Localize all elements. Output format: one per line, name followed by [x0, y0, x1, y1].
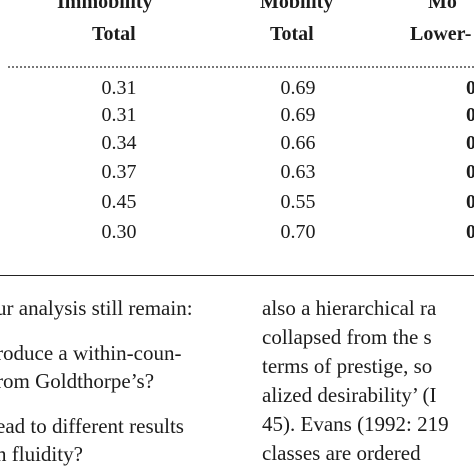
left-column-line: n fluidity? — [0, 442, 83, 466]
column-subheader-lower: Lower- — [410, 23, 472, 45]
column-header-mobility: Mobility — [260, 0, 334, 13]
edge-cell: 0 — [466, 161, 474, 183]
mobility-cell: 0.69 — [280, 77, 316, 99]
immobility-cell: 0.30 — [101, 221, 137, 243]
right-column-line: also a hierarchical ra — [262, 296, 437, 320]
header-divider — [8, 66, 474, 68]
immobility-cell: 0.37 — [101, 161, 137, 183]
column-header-immobility: Immobility — [57, 0, 153, 13]
right-column-line: 45). Evans (1992: 219 — [262, 412, 449, 436]
right-column-line: collapsed from the s — [262, 325, 432, 349]
mobility-cell: 0.55 — [280, 191, 316, 213]
left-column-line: roduce a within-coun- — [0, 341, 182, 365]
column-subheader-mobility-total: Total — [270, 23, 314, 45]
edge-cell: 0 — [466, 77, 474, 99]
edge-cell: 0 — [466, 132, 474, 154]
edge-cell: 0 — [466, 104, 474, 126]
immobility-cell: 0.34 — [101, 132, 137, 154]
edge-cell: 0 — [466, 191, 474, 213]
mobility-cell: 0.70 — [280, 221, 316, 243]
mobility-cell: 0.63 — [280, 161, 316, 183]
right-column-line: classes are ordered — [262, 441, 421, 465]
left-column-line: ur analysis still remain: — [0, 296, 193, 320]
immobility-cell: 0.45 — [101, 191, 137, 213]
edge-cell: 0 — [466, 221, 474, 243]
column-subheader-immobility-total: Total — [92, 23, 136, 45]
mobility-cell: 0.66 — [280, 132, 316, 154]
immobility-cell: 0.31 — [101, 104, 137, 126]
mobility-cell: 0.69 — [280, 104, 316, 126]
column-header-mobility-lower: Mo — [428, 0, 457, 13]
immobility-cell: 0.31 — [101, 77, 137, 99]
table-bottom-rule — [0, 275, 474, 276]
right-column-line: terms of prestige, so — [262, 354, 433, 378]
left-column-line: rom Goldthorpe’s? — [0, 369, 155, 393]
right-column-line: alized desirability’ (I — [262, 383, 437, 407]
left-column-line: ead to different results — [0, 414, 184, 438]
